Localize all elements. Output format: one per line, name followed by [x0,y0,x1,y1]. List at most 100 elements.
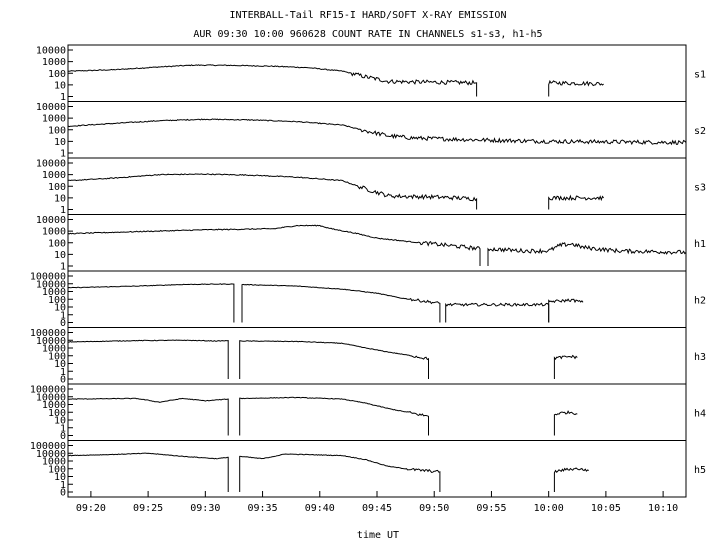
x-tick-label: 09:40 [305,503,335,514]
series-line-s3 [548,194,604,210]
channel-label-h5: h5 [694,465,706,476]
y-tick-label: 1000 [42,114,66,125]
y-tick-label: 100 [48,351,66,362]
x-tick-label: 10:05 [591,503,621,514]
x-tick-label: 09:45 [362,503,392,514]
y-tick-label: 100 [48,69,66,80]
series-line-h3 [239,340,429,379]
series-line-h4 [553,410,578,436]
series-line-s1 [548,79,604,97]
y-tick-label: 10 [54,472,66,483]
y-tick-label: 1 [60,480,66,491]
y-tick-label: 100 [48,238,66,249]
channel-panels: 100001000100101s1100001000100101s2100001… [30,44,706,499]
y-tick-label: 1000 [42,457,66,468]
panel-frame [67,383,687,441]
chart-title: INTERBALL-Tail RF15-I HARD/SOFT X-RAY EM… [230,10,507,21]
y-tick-label: 1 [60,205,66,216]
series-line-h2 [548,298,584,323]
channel-label-h3: h3 [694,352,706,363]
y-tick-label: 1000 [42,287,66,298]
y-tick-label: 10 [54,359,66,370]
panel-frame [67,270,687,328]
series-line-h1 [67,224,481,266]
y-tick-label: 10000 [36,159,66,170]
x-tick-label: 09:55 [476,503,506,514]
y-tick-label: 0 [60,375,66,386]
channel-label-s2: s2 [694,126,706,137]
y-tick-label: 1 [60,310,66,321]
series-line-h2 [445,302,550,323]
y-tick-label: 10 [54,193,66,204]
x-tick-label: 09:30 [190,503,220,514]
series-line-s3 [67,173,478,210]
y-tick-label: 10000 [36,46,66,57]
y-tick-label: 10 [54,137,66,148]
x-tick-label: 10:10 [648,503,678,514]
y-tick-label: 10000 [36,102,66,113]
y-tick-label: 0 [60,431,66,442]
x-tick-label: 10:00 [534,503,564,514]
series-line-s1 [67,64,478,97]
y-tick-label: 100000 [30,441,66,452]
series-line-h3 [553,354,578,379]
panel-frame [67,101,687,159]
y-tick-label: 10000 [36,336,66,347]
y-tick-label: 100 [48,182,66,193]
y-tick-label: 10000 [36,449,66,460]
series-line-h4 [67,397,229,436]
channel-label-h2: h2 [694,295,706,306]
y-tick-label: 100 [48,125,66,136]
series-line-s2 [67,118,687,146]
y-tick-label: 1000 [42,344,66,355]
series-line-h5 [239,453,441,492]
y-tick-label: 100000 [30,328,66,339]
series-line-h1 [487,242,687,266]
panel-frame [67,157,687,215]
y-tick-label: 10 [54,80,66,91]
y-tick-label: 100 [48,295,66,306]
y-tick-label: 100000 [30,272,66,283]
y-tick-label: 1 [60,92,66,103]
y-tick-label: 1000 [42,57,66,68]
x-tick-label: 09:50 [419,503,449,514]
panel-frame [67,440,687,498]
x-tick-label: 09:20 [76,503,106,514]
channel-label-h1: h1 [694,239,706,250]
y-tick-label: 100000 [30,385,66,396]
y-tick-label: 10000 [36,392,66,403]
panel-frame [67,214,687,272]
series-line-h5 [553,467,589,492]
panel-frame [67,44,687,102]
y-tick-label: 1 [60,149,66,160]
y-tick-label: 0 [60,488,66,499]
series-line-h2 [67,283,235,323]
y-tick-label: 100 [48,408,66,419]
y-tick-label: 10 [54,250,66,261]
channel-label-h4: h4 [694,408,706,419]
y-tick-label: 10000 [36,215,66,226]
y-tick-label: 1000 [42,227,66,238]
y-tick-label: 10 [54,303,66,314]
chart-subtitle: AUR 09:30 10:00 960628 COUNT RATE IN CHA… [193,29,542,40]
y-tick-label: 1000 [42,400,66,411]
panel-frame [67,327,687,385]
channel-label-s3: s3 [694,182,706,193]
series-line-h3 [68,339,229,379]
series-line-h4 [239,396,429,436]
y-tick-label: 0 [60,318,66,329]
y-tick-label: 10 [54,416,66,427]
y-tick-label: 1 [60,423,66,434]
series-line-h2 [241,283,441,323]
series-line-h5 [67,452,229,492]
time-axis: 09:20 09:25 09:30 09:35 09:40 09:45 09:50 09:55… [76,491,678,514]
